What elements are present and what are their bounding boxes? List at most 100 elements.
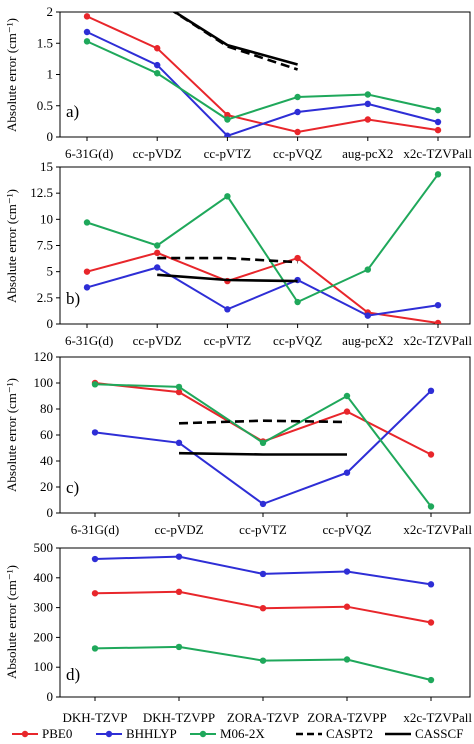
x-tick-label: x2c-TZVPall bbox=[403, 146, 472, 161]
data-point-m06-2x bbox=[434, 106, 442, 114]
data-point-bhhlyp bbox=[175, 553, 183, 560]
plot-frame bbox=[59, 166, 471, 325]
data-point-m06-2x bbox=[154, 70, 161, 77]
y-axis-label: Absolute error (cm⁻¹) bbox=[4, 378, 19, 492]
data-point-m06-2x bbox=[83, 219, 91, 226]
data-point-m06-2x bbox=[224, 116, 231, 123]
legend-marker-m06-2x bbox=[199, 730, 207, 738]
legend-label-casscf: CASSCF bbox=[415, 726, 463, 741]
x-tick-label: 6-31G(d) bbox=[65, 333, 113, 348]
series-line-bhhlyp bbox=[94, 555, 432, 586]
x-tick-label: cc-pVTZ bbox=[239, 522, 287, 537]
data-point-m06-2x bbox=[154, 242, 161, 249]
data-point-pbe0 bbox=[343, 408, 351, 415]
series-group bbox=[91, 379, 435, 510]
y-tick-label: 500 bbox=[34, 540, 54, 555]
series-line-m06-2x bbox=[86, 173, 439, 304]
data-point-m06-2x bbox=[91, 645, 99, 652]
legend-label-m06-2x: M06-2X bbox=[220, 726, 265, 741]
x-tick-label: DKH-TZVPP bbox=[143, 710, 215, 725]
data-point-pbe0 bbox=[364, 116, 371, 123]
y-tick-label: 1.5 bbox=[37, 35, 53, 50]
data-point-m06-2x bbox=[343, 392, 351, 400]
data-point-bhhlyp bbox=[175, 439, 183, 446]
y-tick-label: 120 bbox=[34, 349, 54, 364]
data-point-bhhlyp bbox=[259, 500, 267, 508]
y-tick-label: 400 bbox=[34, 570, 54, 585]
data-point-m06-2x bbox=[259, 657, 267, 664]
data-point-pbe0 bbox=[175, 588, 183, 596]
x-tick-label: x2c-TZVPall bbox=[403, 710, 472, 725]
data-point-m06-2x bbox=[91, 381, 99, 388]
y-tick-label: 200 bbox=[34, 629, 54, 644]
data-point-bhhlyp bbox=[427, 581, 435, 588]
data-point-bhhlyp bbox=[91, 555, 99, 563]
x-tick-label: x2c-TZVPall bbox=[403, 522, 472, 537]
data-point-bhhlyp bbox=[343, 469, 351, 476]
y-tick-label: 2 bbox=[47, 4, 54, 19]
panel-label: b) bbox=[66, 289, 80, 308]
data-point-pbe0 bbox=[343, 603, 351, 610]
series-line-casscf bbox=[172, 12, 298, 66]
y-tick-label: 12.5 bbox=[30, 185, 53, 200]
plot-frame bbox=[59, 547, 471, 698]
data-point-m06-2x bbox=[224, 193, 231, 200]
data-point-m06-2x bbox=[175, 383, 183, 391]
data-point-m06-2x bbox=[343, 656, 351, 663]
data-point-bhhlyp bbox=[83, 284, 91, 291]
data-point-bhhlyp bbox=[91, 429, 99, 436]
data-point-bhhlyp bbox=[434, 118, 442, 126]
data-point-bhhlyp bbox=[154, 264, 161, 271]
legend-marker-pbe0 bbox=[21, 730, 29, 738]
series-line-pbe0 bbox=[86, 15, 439, 134]
x-tick-label: aug-pcX2 bbox=[342, 146, 393, 161]
x-tick-label: 6-31G(d) bbox=[65, 146, 113, 161]
y-tick-label: 100 bbox=[34, 659, 54, 674]
y-axis-label: Absolute error (cm⁻¹) bbox=[4, 18, 19, 132]
data-point-m06-2x bbox=[175, 643, 183, 651]
data-point-pbe0 bbox=[434, 319, 442, 324]
y-tick-label: 20 bbox=[40, 479, 53, 494]
legend-label-bhhlyp: BHHLYP bbox=[126, 726, 177, 741]
y-tick-label: 100 bbox=[34, 375, 54, 390]
data-point-pbe0 bbox=[91, 590, 99, 597]
data-point-m06-2x bbox=[364, 91, 371, 98]
data-point-m06-2x bbox=[259, 439, 267, 446]
y-tick-label: 5 bbox=[47, 264, 54, 279]
x-tick-label: x2c-TZVPall bbox=[403, 333, 472, 348]
legend: PBE0 BHHLYP M06-2X CASPT2 CASSCF bbox=[12, 726, 463, 741]
y-tick-label: 1 bbox=[47, 67, 54, 82]
panel-label: a) bbox=[66, 102, 79, 121]
series-group bbox=[83, 12, 442, 137]
x-tick-label: ZORA-TZVPP bbox=[307, 710, 386, 725]
series-line-casscf bbox=[178, 451, 347, 456]
data-point-pbe0 bbox=[154, 45, 161, 52]
data-point-m06-2x bbox=[294, 93, 301, 101]
data-point-m06-2x bbox=[427, 676, 435, 684]
x-tick-label: cc-pVQZ bbox=[273, 333, 322, 348]
data-point-m06-2x bbox=[427, 503, 435, 510]
y-tick-label: 0.5 bbox=[37, 98, 53, 113]
data-point-m06-2x bbox=[83, 38, 91, 45]
legend-label-caspt2: CASPT2 bbox=[326, 726, 373, 741]
y-tick-label: 80 bbox=[40, 401, 53, 416]
panel-label: d) bbox=[66, 665, 80, 684]
data-point-pbe0 bbox=[427, 451, 435, 458]
series-line-bhhlyp bbox=[94, 390, 432, 506]
legend-marker-bhhlyp bbox=[105, 730, 113, 738]
y-tick-label: 0 bbox=[47, 505, 54, 520]
series-group bbox=[83, 171, 442, 324]
x-tick-label: cc-pVQZ bbox=[322, 522, 371, 537]
data-point-bhhlyp bbox=[259, 570, 267, 578]
data-point-pbe0 bbox=[259, 604, 267, 612]
series-line-caspt2 bbox=[157, 256, 298, 264]
legend-label-pbe0: PBE0 bbox=[42, 726, 72, 741]
data-point-m06-2x bbox=[364, 266, 371, 273]
data-point-bhhlyp bbox=[434, 301, 442, 309]
y-tick-label: 7.5 bbox=[37, 238, 53, 253]
data-point-bhhlyp bbox=[364, 312, 371, 319]
y-tick-label: 10 bbox=[40, 211, 53, 226]
series-line-bhhlyp bbox=[86, 266, 439, 317]
panel-a: 0 0.5 1 1.5 2 Absolute error (cm⁻¹) 6-31G(d) cc… bbox=[4, 4, 472, 161]
